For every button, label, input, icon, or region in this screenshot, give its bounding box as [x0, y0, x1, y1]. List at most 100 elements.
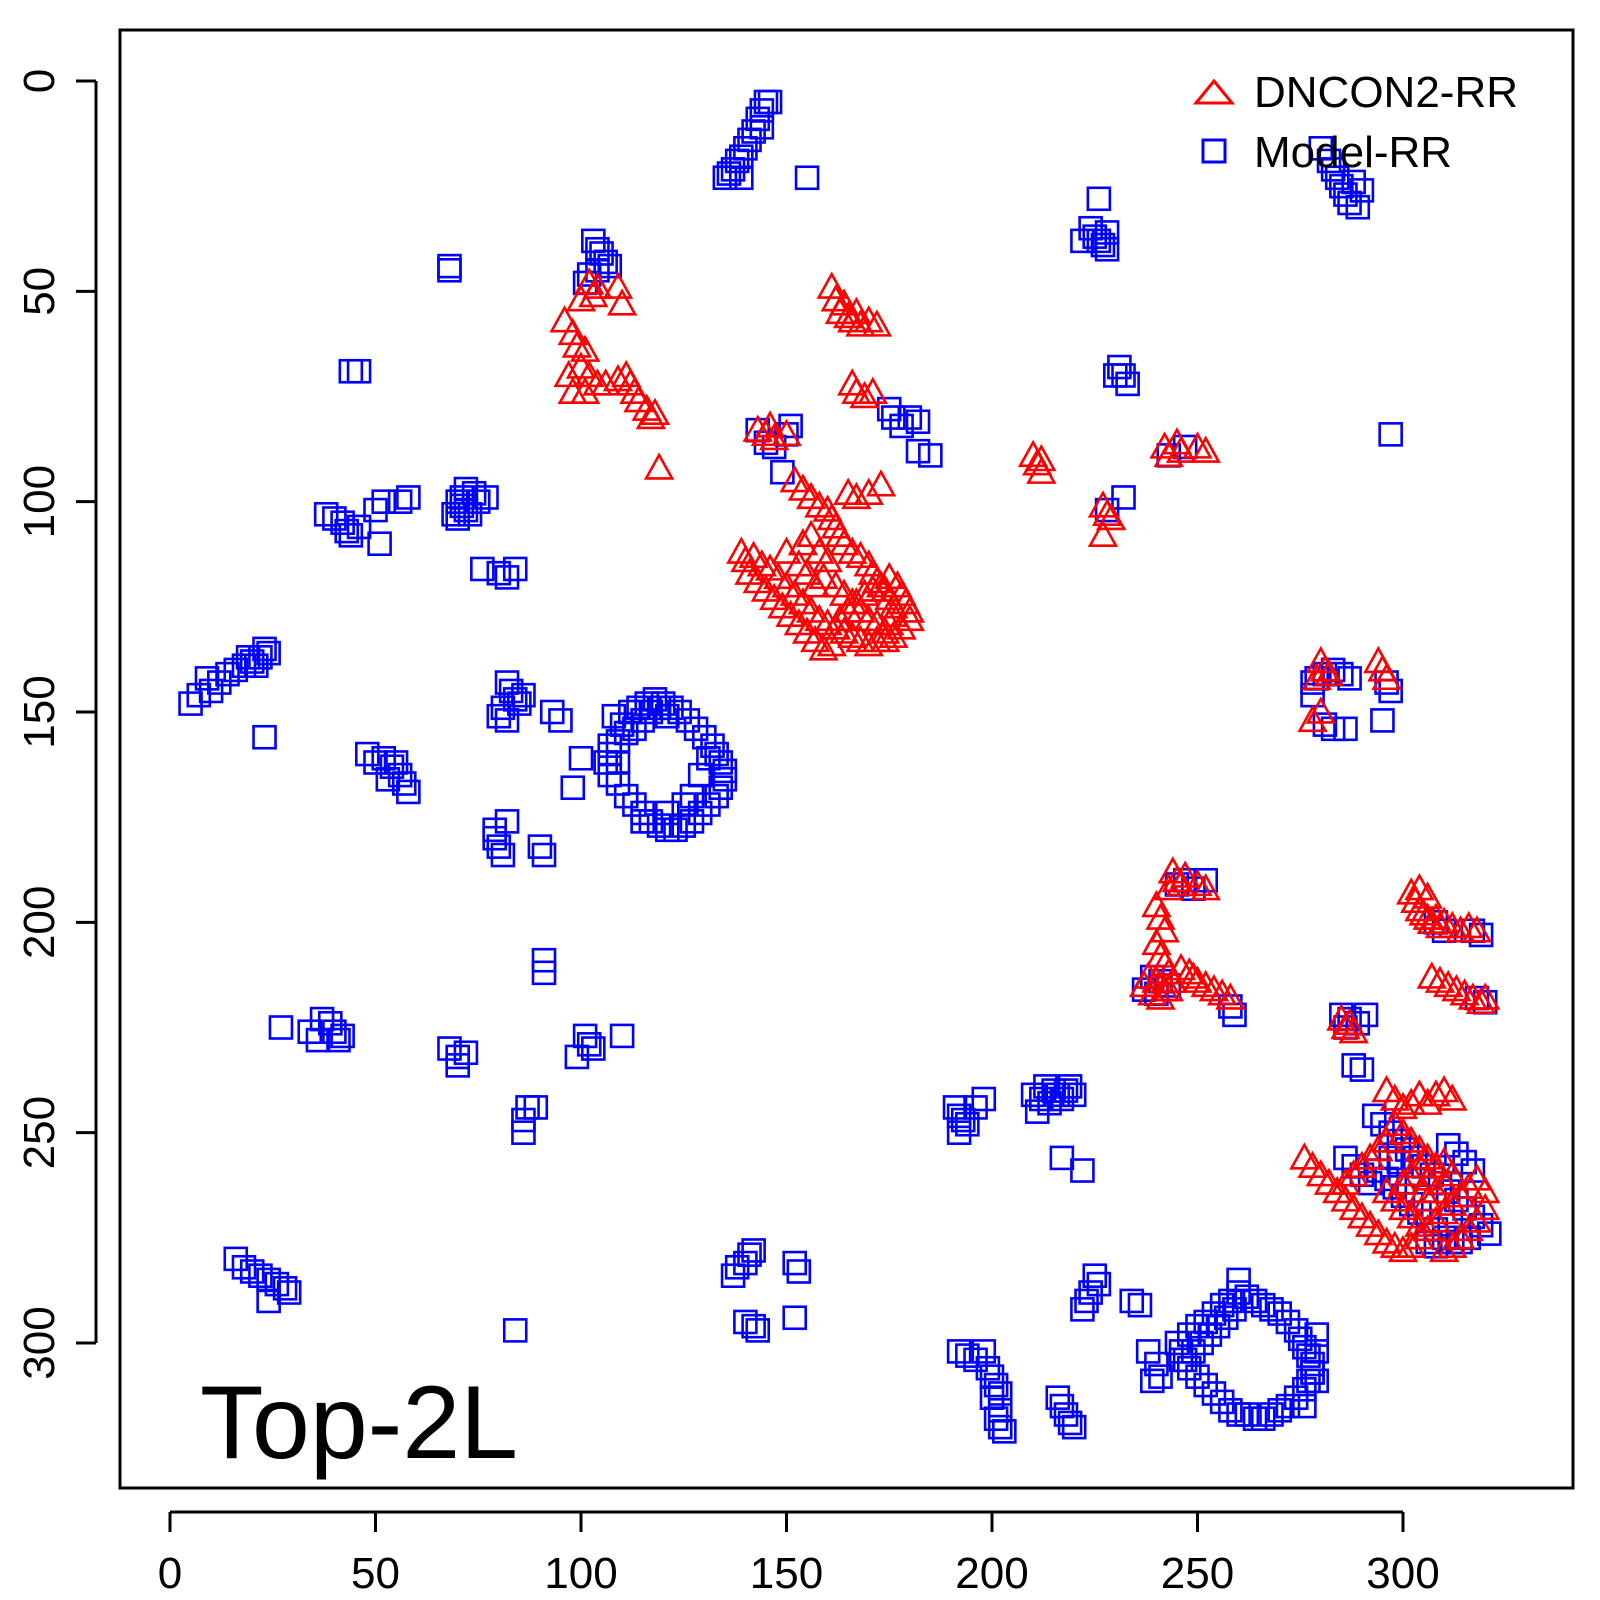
dncon2-rr-point: [832, 300, 864, 329]
model-rr-point: [659, 695, 684, 721]
dncon2-rr-point: [812, 544, 843, 573]
model-rr-point: [482, 817, 507, 843]
model-rr-point: [330, 1023, 355, 1049]
model-rr-point: [737, 1242, 762, 1267]
model-rr-point: [264, 1271, 290, 1297]
model-rr-point: [987, 1414, 1013, 1440]
model-rr-point: [1029, 1086, 1054, 1112]
model-rr-point: [609, 712, 635, 737]
model-rr-point: [1378, 1145, 1403, 1171]
model-rr-point: [248, 1263, 273, 1288]
model-rr-point: [1049, 1145, 1075, 1171]
model-rr-point: [198, 678, 224, 704]
dncon2-rr-point: [606, 288, 638, 316]
model-rr-point: [942, 1095, 968, 1120]
dncon2-rr-point: [1437, 1230, 1468, 1258]
model-rr-point: [1115, 371, 1140, 397]
model-rr-point: [371, 489, 397, 514]
dncon2-rr-point: [1145, 982, 1176, 1010]
model-rr-point: [239, 649, 265, 674]
model-rr-point: [490, 842, 516, 868]
model-rr-point: [453, 1040, 479, 1066]
model-rr-point: [876, 396, 902, 422]
dncon2-rr-point: [1424, 965, 1456, 993]
model-rr-point: [638, 699, 664, 725]
model-rr-point: [650, 691, 676, 716]
legend-triangle-icon: [1192, 78, 1236, 105]
model-rr-point: [597, 733, 623, 758]
model-rr-point: [268, 1015, 294, 1040]
dncon2-rr-point: [849, 380, 880, 409]
dncon2-rr-point: [1396, 1230, 1427, 1258]
dncon2-rr-point: [1297, 704, 1328, 733]
dncon2-rr-point: [578, 279, 609, 308]
model-rr-point: [1349, 178, 1375, 203]
model-rr-point: [720, 157, 746, 182]
model-rr-point: [1308, 136, 1334, 161]
dncon2-rr-point: [795, 519, 827, 548]
dncon2-rr-point: [1437, 1083, 1468, 1111]
x-tick-label: 0: [158, 1549, 182, 1598]
model-rr-point: [244, 653, 269, 679]
model-rr-point: [1218, 1398, 1243, 1423]
dncon2-rr-point: [1330, 1011, 1361, 1040]
model-rr-point: [564, 1044, 590, 1070]
model-rr-point: [778, 413, 803, 439]
model-rr-point: [712, 767, 738, 792]
model-rr-point: [502, 1318, 528, 1343]
model-rr-point: [687, 800, 713, 826]
model-rr-point: [1357, 1170, 1383, 1196]
model-rr-point: [1213, 1305, 1239, 1331]
model-rr-point: [601, 703, 627, 729]
model-rr-point: [1070, 1297, 1095, 1322]
model-rr-point: [889, 413, 914, 439]
model-rr-point: [667, 699, 692, 725]
model-rr-point: [1024, 1099, 1050, 1124]
dncon2-rr-point: [1091, 498, 1123, 526]
model-rr-point: [338, 358, 364, 384]
model-rr-point: [630, 809, 655, 834]
model-rr-point: [486, 834, 512, 859]
model-rr-point: [1078, 1280, 1103, 1305]
model-rr-point: [1197, 1322, 1223, 1347]
model-rr-point: [354, 741, 380, 767]
model-rr-point: [630, 800, 655, 826]
model-rr-point: [297, 1019, 323, 1045]
dncon2-rr-point: [1169, 860, 1201, 888]
model-rr-point: [1078, 215, 1103, 241]
dncon2-rr-point: [771, 418, 802, 447]
panel-label: Top-2L: [200, 1365, 518, 1481]
model-rr-point: [502, 556, 528, 582]
model-rr-point: [1312, 712, 1338, 737]
model-rr-point: [613, 783, 639, 809]
model-rr-point: [1148, 1364, 1173, 1389]
model-rr-point: [363, 497, 388, 523]
model-rr-point: [239, 1259, 265, 1284]
model-rr-point: [708, 775, 734, 801]
model-rr-point: [946, 1339, 972, 1364]
model-rr-point: [975, 1355, 1001, 1381]
model-rr-point: [494, 708, 520, 733]
dncon2-rr-point: [1441, 973, 1472, 1002]
model-rr-point: [708, 750, 734, 775]
model-rr-point: [745, 1318, 771, 1343]
model-rr-point: [317, 1010, 343, 1036]
model-rr-point: [1082, 224, 1108, 249]
model-rr-point: [252, 724, 277, 750]
model-rr-point: [679, 809, 705, 834]
dncon2-rr-point: [841, 296, 872, 325]
dncon2-rr-point: [1412, 881, 1443, 909]
model-rr-point: [1316, 148, 1342, 174]
model-rr-point: [733, 1250, 758, 1276]
dncon2-rr-point: [1182, 965, 1213, 993]
dncon2-rr-point: [1428, 1234, 1460, 1263]
dncon2-rr-point: [779, 578, 810, 606]
model-rr-point: [1049, 1086, 1075, 1112]
model-rr-point: [946, 1120, 972, 1145]
model-rr-point: [396, 779, 421, 805]
model-rr-point: [683, 716, 709, 742]
dncon2-rr-point: [1305, 696, 1337, 724]
model-rr-point: [256, 640, 281, 666]
model-rr-point: [313, 501, 339, 527]
model-rr-point: [494, 670, 520, 695]
